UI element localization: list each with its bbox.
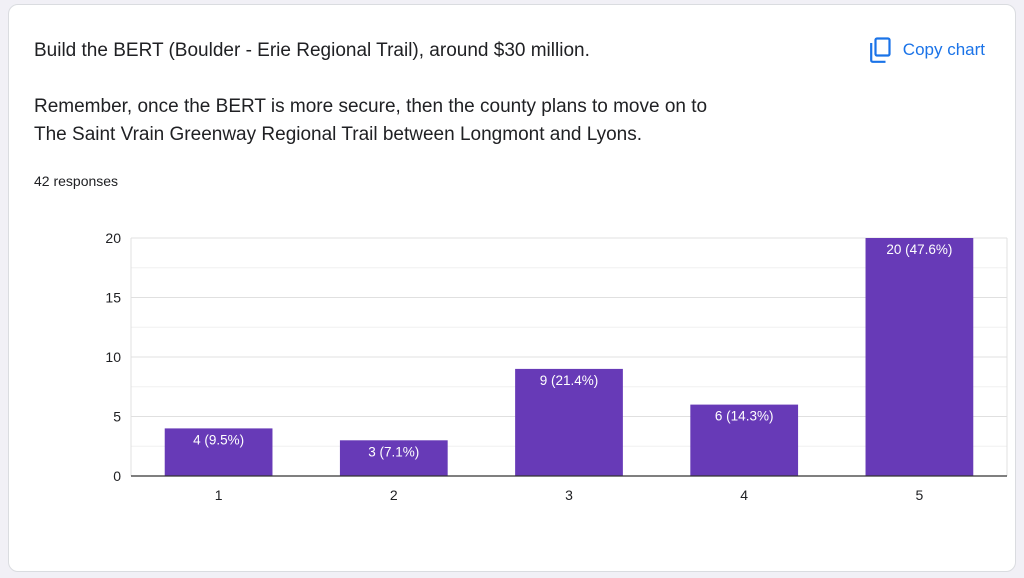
question-description-line-2: The Saint Vrain Greenway Regional Trail … (34, 124, 643, 145)
question-title: Build the BERT (Boulder - Erie Regional … (34, 40, 590, 61)
bar-2 (339, 440, 448, 476)
response-count: 42 responses (34, 173, 119, 189)
bar-1 (164, 428, 273, 476)
x-tick-label: 3 (565, 487, 573, 503)
y-tick-label: 0 (113, 468, 121, 484)
data-label: 4 (9.5%) (193, 432, 244, 447)
data-label: 20 (47.6%) (886, 242, 952, 257)
copy-chart-label: Copy chart (902, 40, 985, 59)
copy-chart-button[interactable]: Copy chart (869, 33, 985, 67)
bar-3 (515, 368, 623, 476)
question-description-line-1: Remember, once the BERT is more secure, … (34, 96, 708, 117)
chart-card: Build the BERT (Boulder - Erie Regional … (8, 4, 1016, 572)
copy-icon (869, 37, 891, 63)
data-label: 3 (7.1%) (368, 444, 419, 459)
y-tick-label: 5 (113, 409, 121, 425)
data-label: 6 (14.3%) (715, 409, 774, 424)
bar-5 (865, 238, 974, 476)
bar-chart: 0 5 10 15 20 4 (9.5%) 1 3 (7.1%) 2 9 (21.4%) 3 6 (1… (105, 230, 1008, 503)
question-text: Build the BERT (Boulder - Erie Regional … (34, 37, 834, 149)
x-tick-label: 1 (215, 487, 223, 503)
y-tick-label: 20 (105, 230, 121, 246)
y-tick-label: 15 (105, 290, 121, 306)
bar-4 (690, 404, 799, 476)
x-tick-label: 5 (916, 487, 924, 503)
x-tick-label: 4 (740, 487, 748, 503)
x-tick-label: 2 (390, 487, 398, 503)
data-label: 9 (21.4%) (540, 373, 599, 388)
y-tick-label: 10 (105, 349, 121, 365)
